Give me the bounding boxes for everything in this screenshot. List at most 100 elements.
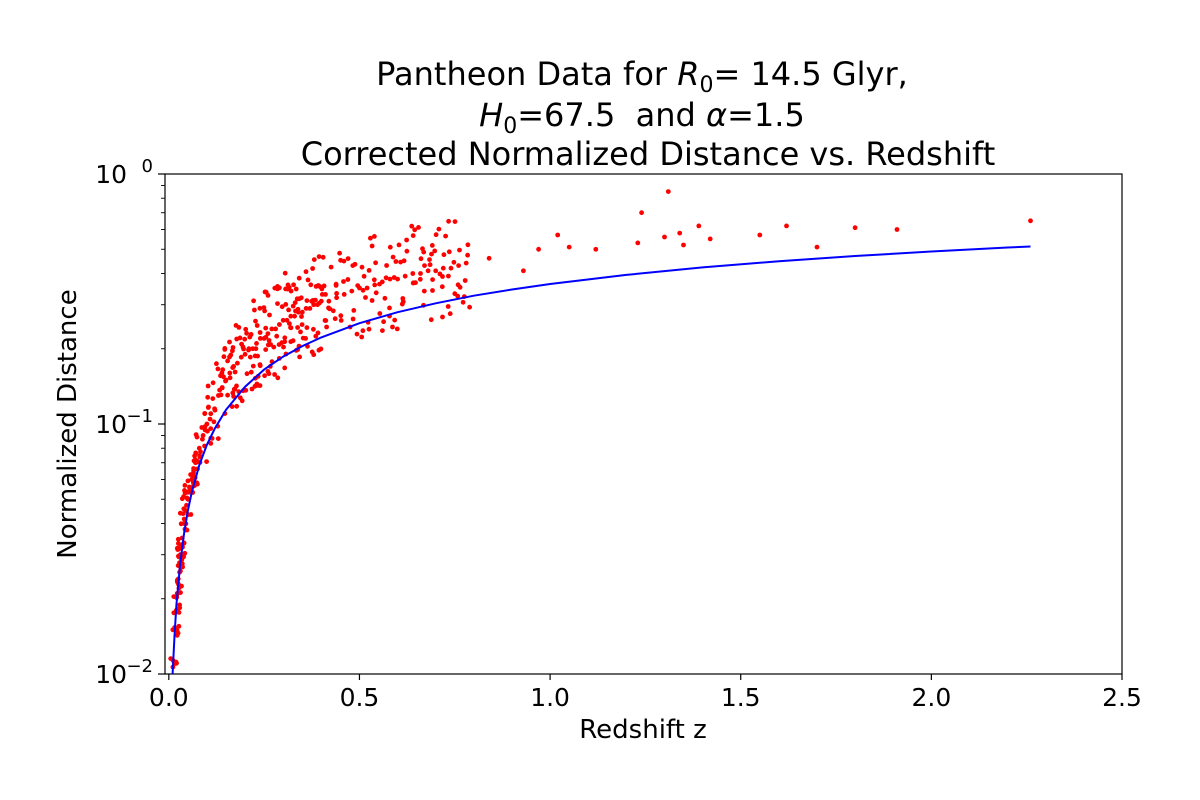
scatter-point — [333, 283, 339, 288]
scatter-point — [207, 416, 213, 422]
scatter-point — [295, 325, 300, 330]
scatter-point — [593, 246, 599, 252]
scatter-point — [205, 428, 210, 434]
scatter-point — [345, 277, 351, 282]
scatter-point — [463, 260, 469, 266]
scatter-point — [231, 364, 237, 369]
scatter-point — [319, 286, 325, 292]
scatter-point — [198, 449, 203, 455]
scatter-point — [391, 275, 397, 280]
scatter-point — [282, 270, 288, 276]
scatter-point — [184, 502, 189, 508]
scatter-point — [219, 385, 225, 391]
scatter-point — [214, 361, 219, 367]
scatter-point — [307, 306, 313, 311]
scatter-point — [282, 335, 288, 341]
scatter-point — [254, 323, 260, 328]
scatter-point — [430, 277, 435, 282]
scatter-point — [448, 265, 454, 271]
scatter-point — [303, 336, 308, 341]
scatter-point — [251, 298, 256, 304]
scatter-point — [176, 623, 182, 629]
scatter-point — [309, 298, 315, 304]
x-tick-label: 1.5 — [721, 683, 761, 712]
scatter-point — [443, 233, 448, 239]
scatter-point — [318, 298, 324, 304]
scatter-point — [323, 318, 329, 323]
scatter-point — [248, 369, 254, 375]
scatter-point — [238, 354, 244, 360]
scatter-point — [177, 602, 183, 608]
scatter-point — [232, 369, 238, 375]
scatter-point — [208, 426, 214, 431]
scatter-point — [393, 259, 399, 264]
scatter-point — [412, 227, 418, 233]
scatter-point — [305, 277, 311, 283]
scatter-point — [200, 436, 205, 442]
scatter-point — [262, 308, 267, 314]
scatter-point — [354, 331, 360, 337]
scatter-point — [244, 371, 250, 377]
scatter-point — [296, 275, 302, 281]
scatter-point — [257, 305, 263, 311]
chart-title-line1: Pantheon Data for R0= 14.5 Glyr, — [376, 55, 908, 98]
scatter-point — [350, 316, 356, 322]
scatter-point — [292, 313, 297, 319]
scatter-point — [440, 265, 446, 271]
scatter-point — [351, 308, 357, 313]
scatter-point — [299, 314, 304, 319]
scatter-point — [283, 302, 289, 307]
scatter-point — [364, 285, 370, 291]
scatter-point — [427, 257, 432, 262]
scatter-point — [382, 295, 388, 301]
scatter-point — [400, 296, 406, 301]
scatter-point — [330, 308, 336, 314]
scatter-point — [257, 363, 263, 369]
scatter-point — [635, 240, 641, 246]
scatter-point — [193, 432, 199, 437]
scatter-point — [383, 275, 389, 281]
scatter-point — [297, 354, 302, 360]
scatter-point — [273, 326, 278, 332]
scatter-point — [254, 381, 260, 387]
x-axis: 0.0 0.5 1.0 1.5 2.0 2.5 — [149, 674, 1142, 712]
scatter-point — [255, 353, 260, 359]
scatter-point — [318, 346, 324, 352]
scatter-point — [536, 246, 541, 252]
scatter-point — [377, 281, 382, 287]
x-tick-label: 0.0 — [149, 683, 189, 712]
scatter-point — [293, 286, 299, 292]
chart-title-line3: Corrected Normalized Distance vs. Redshi… — [301, 135, 996, 173]
scatter-point — [413, 280, 418, 286]
scatter-point — [266, 371, 272, 377]
scatter-point — [334, 291, 339, 296]
scatter-point — [187, 484, 192, 490]
scatter-point — [215, 366, 221, 372]
x-axis-label: Redshift z — [579, 715, 706, 745]
x-tick-label: 2.0 — [911, 683, 951, 712]
scatter-point — [368, 235, 373, 241]
scatter-point — [371, 277, 377, 283]
scatter-point — [272, 372, 277, 377]
scatter-point — [210, 380, 216, 386]
scatter-point — [299, 309, 305, 315]
scatter-point — [263, 334, 269, 340]
scatter-point — [304, 298, 310, 303]
scatter-point — [262, 373, 267, 379]
scatter-point — [282, 365, 288, 371]
scatter-point — [286, 307, 291, 313]
scatter-point — [243, 326, 249, 332]
scatter-point — [246, 346, 252, 352]
scatter-point — [467, 304, 472, 310]
scatter-point — [296, 296, 302, 302]
scatter-point — [290, 303, 296, 309]
scatter-point — [210, 396, 216, 401]
scatter-point — [894, 227, 900, 232]
scatter-point — [433, 232, 439, 238]
y-tick-label: 10 — [95, 160, 127, 189]
scatter-point — [416, 225, 421, 230]
scatter-point — [281, 344, 286, 350]
scatter-point — [205, 394, 211, 400]
